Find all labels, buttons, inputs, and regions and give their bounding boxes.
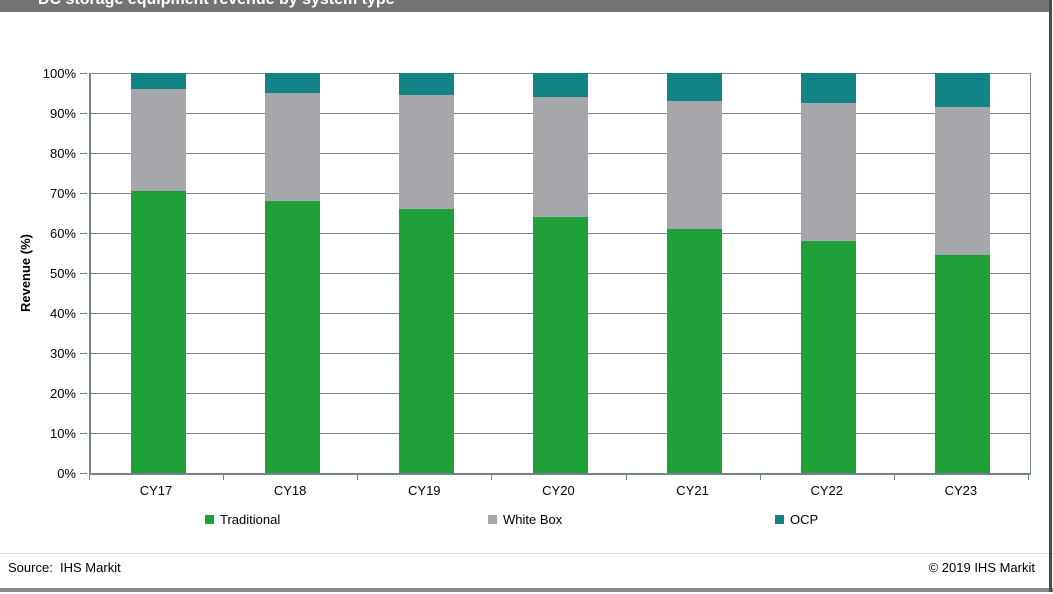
y-axis-label-0%: 0% xyxy=(57,466,76,481)
legend-swatch-ocp xyxy=(775,515,784,524)
right-border xyxy=(1049,0,1052,592)
x-axis-tick xyxy=(89,475,90,480)
legend-item-white-box: White Box xyxy=(488,512,562,527)
x-axis-label-CY18: CY18 xyxy=(273,483,307,498)
y-axis-label-20%: 20% xyxy=(49,386,76,401)
legend-item-ocp: OCP xyxy=(775,512,818,527)
x-axis-tick xyxy=(759,475,761,480)
x-axis-label-CY17: CY17 xyxy=(139,483,173,498)
chart-title: DC storage equipment revenue by system t… xyxy=(0,0,1049,8)
bar-CY20 xyxy=(533,73,588,473)
y-axis-label-100%: 100% xyxy=(42,66,76,81)
y-axis-label-60%: 60% xyxy=(49,226,76,241)
y-axis-tick xyxy=(80,73,87,74)
y-axis-tick xyxy=(80,313,87,314)
y-axis-label-40%: 40% xyxy=(49,306,76,321)
bar-CY18 xyxy=(264,73,320,473)
bar-CY19 xyxy=(398,73,454,473)
bar-segment-CY20-ocp xyxy=(533,73,588,97)
bar-segment-CY18-traditional xyxy=(264,201,320,473)
x-axis-tick xyxy=(223,475,225,480)
x-axis-label-CY21: CY21 xyxy=(676,483,709,498)
bar-segment-CY22-traditional xyxy=(801,241,857,473)
y-axis-label-90%: 90% xyxy=(49,106,76,121)
bar-CY21 xyxy=(667,73,723,473)
legend-label-traditional: Traditional xyxy=(220,512,281,527)
x-axis-label-CY23: CY23 xyxy=(944,483,978,498)
bar-segment-CY22-white-box xyxy=(801,103,857,241)
x-axis-label-CY19: CY19 xyxy=(408,483,441,498)
x-axis-tick xyxy=(491,475,493,480)
bar-segment-CY17-traditional xyxy=(130,191,186,473)
x-axis-tick xyxy=(625,475,627,480)
bar-segment-CY23-traditional xyxy=(935,255,991,473)
footer-divider xyxy=(0,553,1053,554)
bar-segment-CY23-ocp xyxy=(935,73,991,107)
bar-CY22 xyxy=(801,73,857,473)
bar-segment-CY21-traditional xyxy=(667,229,723,473)
x-axis-tick xyxy=(893,475,895,480)
bar-segment-CY17-ocp xyxy=(130,73,186,89)
legend-swatch-traditional xyxy=(205,515,214,524)
y-axis-tick xyxy=(80,393,87,394)
y-axis-label-30%: 30% xyxy=(49,346,76,361)
x-axis-label-CY22: CY22 xyxy=(810,483,843,498)
x-axis-tick xyxy=(1028,475,1029,480)
bar-segment-CY19-traditional xyxy=(398,209,454,473)
bar-segment-CY19-ocp xyxy=(398,73,454,95)
y-axis-label-10%: 10% xyxy=(49,426,76,441)
bar-segment-CY20-traditional xyxy=(533,217,588,473)
bar-segment-CY21-ocp xyxy=(667,73,723,101)
y-axis-tick xyxy=(80,153,87,154)
legend-label-white-box: White Box xyxy=(503,512,563,527)
y-axis-tick xyxy=(80,193,87,194)
bar-segment-CY22-ocp xyxy=(801,73,857,103)
bar-CY23 xyxy=(935,73,991,473)
y-axis-tick xyxy=(80,233,87,234)
y-axis-label-50%: 50% xyxy=(49,266,76,281)
bar-segment-CY20-white-box xyxy=(533,97,588,217)
y-axis-label-70%: 70% xyxy=(49,186,76,201)
y-axis-tick xyxy=(80,353,87,354)
x-axis-tick xyxy=(357,475,359,480)
y-axis-tick xyxy=(80,473,87,474)
y-axis-tick xyxy=(80,433,87,434)
bar-segment-CY23-white-box xyxy=(935,107,991,255)
bar-segment-CY19-white-box xyxy=(398,95,454,209)
y-axis-tick xyxy=(80,273,87,274)
bar-segment-CY18-white-box xyxy=(264,93,320,201)
x-axis-label-CY20: CY20 xyxy=(542,483,575,498)
plot-area xyxy=(89,73,1031,475)
copyright-text: © 2019 IHS Markit xyxy=(928,560,1035,575)
source-text: Source: IHS Markit xyxy=(8,560,121,575)
chart-title-bar: DC storage equipment revenue by system t… xyxy=(0,0,1049,12)
bottom-border xyxy=(0,588,1053,592)
legend-label-ocp: OCP xyxy=(790,512,819,527)
bar-CY17 xyxy=(130,73,186,473)
bar-segment-CY17-white-box xyxy=(130,89,186,191)
legend-item-traditional: Traditional xyxy=(205,512,280,527)
y-axis-tick xyxy=(80,113,87,114)
legend-swatch-white-box xyxy=(488,515,497,524)
y-axis-label-80%: 80% xyxy=(49,146,76,161)
bar-segment-CY18-ocp xyxy=(264,73,320,93)
bar-segment-CY21-white-box xyxy=(667,101,723,229)
